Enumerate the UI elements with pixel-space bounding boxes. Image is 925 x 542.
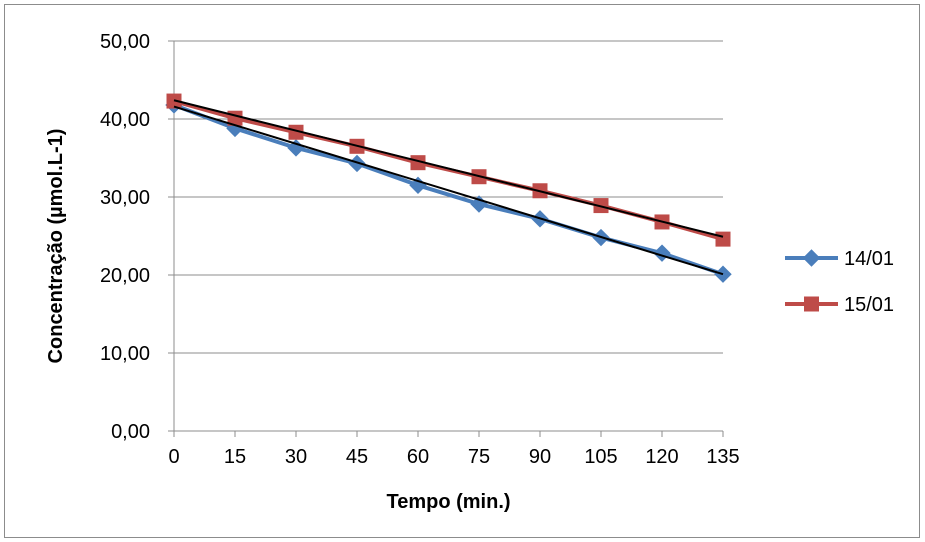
x-tick-label: 135	[706, 446, 739, 468]
tick-labels: 0,00 10,00 20,00 30,00 40,00 50,00 0 15 30 45 60 75…	[100, 31, 740, 468]
legend-label: 15/01	[844, 294, 894, 316]
y-tick-label: 20,00	[100, 265, 150, 287]
trendline-2	[173, 99, 724, 238]
data-point-marker	[804, 296, 819, 312]
y-axis-title: Concentração (µmol.L-1)	[45, 129, 67, 364]
legend-item: 14/01	[785, 248, 894, 270]
legend-item: 15/01	[785, 294, 894, 316]
y-tick-label: 0,00	[111, 421, 150, 443]
x-tick-label: 120	[645, 446, 678, 468]
series	[165, 93, 732, 283]
trendline-1	[173, 105, 724, 276]
legend: 14/01 15/01	[785, 248, 894, 316]
x-tick-label: 90	[529, 446, 551, 468]
axes	[168, 40, 724, 437]
x-tick-label: 30	[285, 446, 307, 468]
y-tick-label: 10,00	[100, 343, 150, 365]
chart-frame	[4, 4, 920, 538]
y-tick-label: 50,00	[100, 31, 150, 53]
x-tick-label: 75	[468, 446, 490, 468]
x-tick-label: 105	[584, 446, 617, 468]
gridlines	[174, 40, 723, 354]
y-tick-label: 40,00	[100, 109, 150, 131]
x-tick-label: 45	[346, 446, 368, 468]
x-tick-label: 60	[407, 446, 429, 468]
x-tick-label: 0	[168, 446, 179, 468]
data-point-marker	[715, 231, 731, 247]
series-2	[166, 93, 731, 247]
y-tick-label: 30,00	[100, 187, 150, 209]
legend-label: 14/01	[844, 248, 894, 270]
data-point-marker	[802, 249, 821, 267]
x-axis-title: Tempo (min.)	[386, 491, 510, 513]
x-tick-label: 15	[224, 446, 246, 468]
